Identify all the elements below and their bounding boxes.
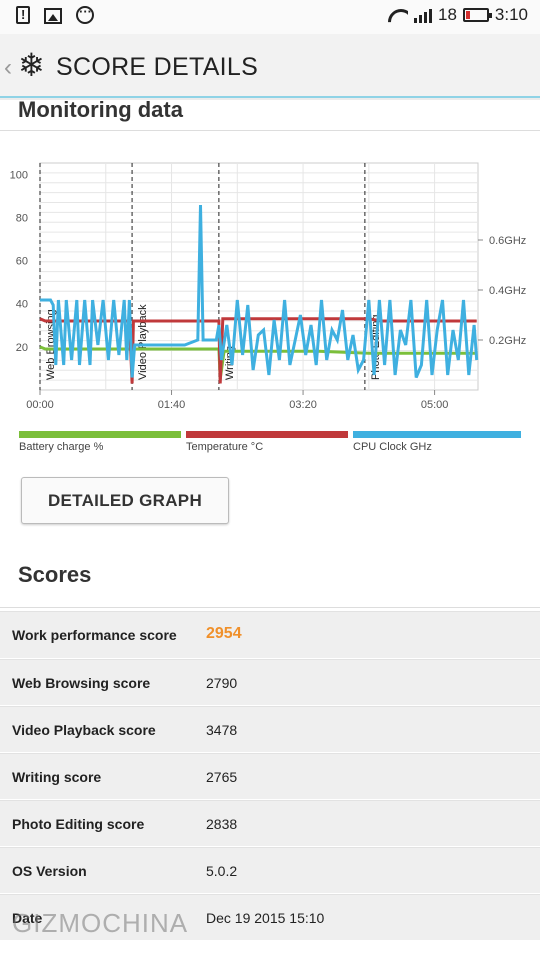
legend-swatch [353, 431, 521, 438]
snowflake-logo-icon: ❄ [18, 47, 45, 83]
score-label: Photo Editing score [12, 816, 145, 832]
page-title: SCORE DETAILS [56, 53, 259, 81]
legend-label: Temperature °C [186, 441, 264, 453]
legend-item: CPU Clock GHz [353, 431, 521, 453]
y-right-tick-label: 0.6GHz [489, 235, 526, 247]
legend-item: Temperature °C [186, 431, 348, 453]
y-tick-label: 40 [16, 299, 28, 311]
table-row: Web Browsing score 2790 [0, 659, 540, 706]
content-area: Monitoring data 20 40 60 80 100 0.2GHz 0.4GHz 0… [0, 97, 540, 960]
table-row: Photo Editing score 2838 [0, 800, 540, 847]
section-divider [0, 607, 540, 608]
table-row: Work performance score 2954 [0, 611, 540, 659]
legend-label: CPU Clock GHz [353, 441, 432, 453]
status-bar: 18 3:10 [0, 0, 540, 34]
table-row: Video Playback score 3478 [0, 706, 540, 753]
y-tick-label: 80 [16, 212, 28, 224]
series-line [40, 204, 479, 379]
phase-marker-label: Video Playback [137, 304, 149, 380]
x-tick-label: 01:40 [158, 399, 186, 411]
section-divider [0, 130, 540, 131]
y-tick-label: 20 [16, 342, 28, 354]
score-value: 5.0.2 [206, 863, 238, 879]
signal-icon [413, 7, 432, 23]
gallery-icon [44, 8, 62, 24]
table-row: Writing score 2765 [0, 753, 540, 800]
score-value: Dec 19 2015 15:10 [206, 910, 325, 926]
score-value: 2954 [206, 625, 242, 642]
monitoring-title: Monitoring data [18, 97, 183, 122]
score-label: Work performance score [12, 627, 177, 643]
legend-swatch [19, 431, 181, 438]
chart-svg: 20 40 60 80 100 0.2GHz 0.4GHz 0.6GHz 00:00 01:40 0… [10, 162, 526, 411]
more-icon [76, 4, 94, 24]
score-label: Date [12, 910, 43, 926]
wifi-icon [388, 7, 408, 23]
score-label: Video Playback score [12, 722, 156, 738]
battery-icon [462, 8, 492, 22]
watermark-logo: GIZMOCHINA [12, 908, 189, 938]
table-row: OS Version 5.0.2 [0, 847, 540, 894]
back-icon[interactable]: ‹ [4, 54, 12, 81]
score-label: Writing score [12, 769, 102, 785]
score-label: Web Browsing score [12, 675, 151, 691]
score-label: OS Version [12, 863, 87, 879]
y-right-tick-label: 0.2GHz [489, 335, 526, 347]
monitoring-chart: 20 40 60 80 100 0.2GHz 0.4GHz 0.6GHz 00:00 01:40 0… [0, 158, 540, 458]
x-tick-label: 05:00 [421, 399, 449, 411]
x-tick-label: 03:20 [289, 399, 317, 411]
x-tick-label: 00:00 [26, 399, 54, 411]
chart-legend: Battery charge % Temperature °C CPU Clock … [0, 431, 540, 455]
y-tick-label: 100 [10, 169, 28, 181]
score-value: 2790 [206, 675, 238, 691]
detailed-graph-button[interactable]: DETAILED GRAPH [21, 477, 229, 524]
scores-table: Work performance score 2954 Web Browsing s… [0, 611, 540, 941]
legend-swatch [186, 431, 348, 438]
table-row: Date Dec 19 2015 15:10 [0, 894, 540, 941]
battery-level: 18 [437, 5, 457, 24]
score-value: 2838 [206, 816, 238, 832]
legend-label: Battery charge % [19, 441, 104, 453]
score-value: 2765 [206, 769, 238, 785]
app-bar: ‹ ❄ SCORE DETAILS [0, 34, 540, 98]
legend-item: Battery charge % [19, 431, 181, 453]
clock: 3:10 [494, 5, 528, 24]
y-right-tick-label: 0.4GHz [489, 285, 526, 297]
score-value: 3478 [206, 722, 238, 738]
y-tick-label: 60 [16, 256, 28, 268]
alert-icon [16, 6, 30, 24]
scores-title: Scores [18, 562, 92, 587]
